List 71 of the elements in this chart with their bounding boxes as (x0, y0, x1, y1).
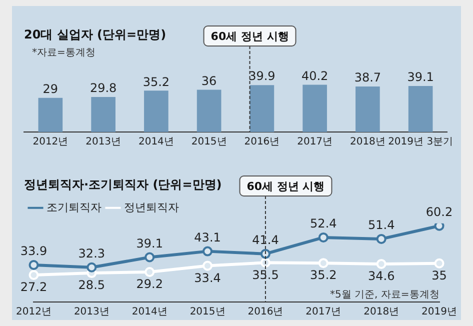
point (202, 246, 213, 256)
data-label: 35.2 (310, 268, 337, 282)
data-label: 52.4 (310, 216, 337, 231)
data-label: 33.9 (20, 244, 48, 258)
point (434, 223, 444, 231)
data-label: 32.3 (78, 246, 106, 261)
data-label: 29.8 (90, 81, 117, 96)
data-label: 36 (201, 74, 217, 88)
point (376, 258, 386, 269)
data-label: 60.2 (426, 204, 453, 219)
x-tick-label: 2017년 (306, 306, 342, 318)
point (202, 260, 213, 271)
data-label: 39.1 (136, 236, 163, 250)
x-tick-label: 2019년 (422, 306, 457, 318)
x-tick-label: 2015년 (191, 136, 227, 148)
data-label: 41.4 (252, 232, 279, 247)
x-tick-label: 2013년 (74, 306, 110, 318)
data-label: 28.5 (78, 278, 106, 292)
data-label: 27.2 (20, 280, 48, 294)
point (260, 248, 270, 259)
point (318, 258, 328, 268)
chart-title: 정년퇴직자·조기퇴직자 (단위=만명) (24, 177, 222, 192)
point (376, 234, 386, 244)
x-tick-label: 2013년 (86, 136, 122, 148)
data-label: 39.9 (248, 69, 276, 84)
bar (356, 86, 380, 132)
bar (38, 98, 63, 132)
bar (250, 85, 274, 132)
point (28, 260, 39, 270)
data-label: 51.4 (368, 218, 395, 232)
text: *자료=통계청 (32, 48, 96, 59)
bar (408, 86, 433, 132)
point (318, 232, 328, 242)
legend-label: 정년퇴직자 (124, 200, 179, 214)
data-label: 34.6 (368, 269, 395, 284)
bar (196, 90, 222, 132)
point (28, 270, 39, 280)
ref-line-label: 60세 정년 시행 (210, 30, 289, 43)
bar (91, 96, 116, 132)
x-tick-label: 2018년 (364, 306, 400, 318)
data-label: 43.1 (194, 230, 221, 244)
data-label: 35.5 (252, 268, 279, 282)
x-tick-label: 2018년 (350, 136, 386, 148)
bar (144, 90, 168, 132)
legend-label: 조기퇴직자 (46, 200, 102, 214)
data-label: 29.2 (136, 277, 163, 292)
x-tick-label: 2014년 (132, 306, 168, 318)
data-label: 39.1 (407, 70, 434, 84)
point (260, 258, 270, 268)
data-label: 40.2 (301, 68, 328, 83)
x-tick-label: 2016년 (248, 306, 284, 318)
x-tick-label: 2017년 (297, 136, 333, 148)
data-label: 33.4 (194, 270, 221, 285)
chart-title: 20대 실업자 (단위=만명) (24, 27, 166, 42)
x-tick-label: 2012년 (16, 306, 52, 318)
data-label: 35 (432, 268, 447, 282)
point (144, 267, 155, 278)
text: *5월 기준, 자료=통계청 (330, 290, 440, 301)
x-tick-label: 2015년 (190, 306, 226, 318)
data-label: 38.7 (354, 70, 382, 85)
x-tick-label: 2014년 (138, 136, 174, 148)
point (144, 252, 155, 262)
point (434, 258, 444, 268)
x-tick-label: 2016년 (244, 136, 280, 148)
bar (302, 84, 327, 132)
data-label: 35.2 (142, 74, 170, 89)
x-tick-label: 2012년 (32, 136, 68, 148)
ref-line-label: 60세 정년 시행 (246, 180, 325, 193)
point (86, 262, 97, 272)
x-tick-label: 2019년 3분기 (388, 136, 454, 148)
data-label: 29 (42, 82, 58, 96)
